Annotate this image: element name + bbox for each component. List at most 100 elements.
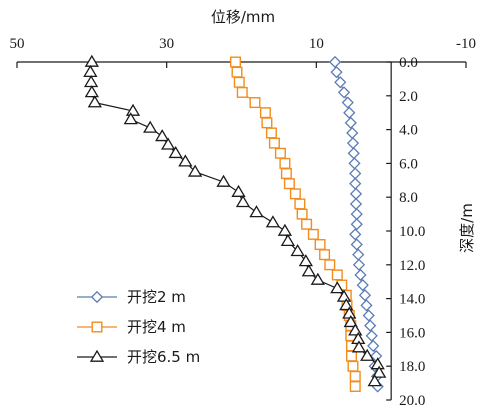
series-0-point-28 <box>367 339 380 353</box>
plot-area: 50 30 10 -10 0.0 2.0 4.0 6.0 8.0 10.0 12.0 14.0 16.0… <box>10 36 477 409</box>
series-0-point-25 <box>362 309 375 322</box>
series-2-point-9 <box>161 137 176 150</box>
series-2-point-18 <box>277 223 293 236</box>
legend-label-0: 开挖2 m <box>127 288 186 306</box>
series-1-point-16 <box>301 218 313 230</box>
series-2-point-8 <box>155 129 170 142</box>
series-0-point-23 <box>358 289 372 302</box>
x-tick-label-1: 30 <box>159 36 174 52</box>
x-tick-label-0: 50 <box>10 36 25 52</box>
series-0-point-27 <box>365 329 378 342</box>
series-2-point-34 <box>372 365 387 378</box>
series-1-point-32 <box>349 380 361 392</box>
series-2-point-20 <box>290 243 305 257</box>
series-1-point-15 <box>296 208 308 220</box>
series-2-point-1 <box>83 64 98 77</box>
legend-label-1: 开挖4 m <box>127 318 186 336</box>
series-1-point-9 <box>274 147 286 159</box>
series-0-point-22 <box>356 278 369 292</box>
series-0-point-18 <box>350 238 363 251</box>
series-2-point-28 <box>343 314 358 328</box>
series-line-1 <box>234 61 356 387</box>
series-2-point-23 <box>310 272 325 285</box>
series-1-point-18 <box>314 239 326 251</box>
series-0-point-7 <box>346 126 359 140</box>
y-tick-label-8: 16.0 <box>399 325 425 341</box>
y-tick-label-7: 14.0 <box>399 292 425 308</box>
series-1-point-7 <box>265 127 277 139</box>
series-1-point-12 <box>283 178 295 190</box>
series-0-point-14 <box>349 197 363 211</box>
series-2-point-4 <box>87 95 102 108</box>
y-axis-title: 深度/m <box>458 203 476 253</box>
series-1-point-29 <box>346 350 358 362</box>
series-1-point-31 <box>349 370 361 382</box>
series-2-point-32 <box>360 348 375 361</box>
series-1-point-17 <box>307 228 319 240</box>
series-1-point-30 <box>347 360 359 372</box>
series-0-point-4 <box>341 96 354 109</box>
series-0 <box>328 55 384 393</box>
series-1-point-19 <box>319 249 331 261</box>
legend-entry-0: 开挖2 m <box>77 288 186 306</box>
series-0-point-8 <box>346 137 360 150</box>
series-2-point-25 <box>336 289 352 302</box>
legend-marker-2 <box>89 349 105 362</box>
series-0-point-26 <box>364 319 377 332</box>
series-1-point-8 <box>268 137 280 149</box>
y-tick-label-10: 20.0 <box>399 393 425 409</box>
series-0-point-20 <box>352 258 366 271</box>
series-1 <box>230 56 361 392</box>
series-1-point-3 <box>236 86 248 98</box>
y-tick-label-0: 0.0 <box>399 55 418 71</box>
x-tick-label-3: -10 <box>456 36 476 52</box>
series-2-point-35 <box>367 374 382 387</box>
series-1-point-6 <box>261 117 273 129</box>
series-2-point-24 <box>330 281 345 294</box>
series-2-point-15 <box>235 194 251 208</box>
series-2-point-6 <box>123 112 138 125</box>
legend-marker-1 <box>91 321 103 333</box>
series-0-point-6 <box>344 116 357 129</box>
x-tick-label-2: 10 <box>309 36 324 52</box>
series-2-point-19 <box>280 233 296 246</box>
series-0-point-21 <box>354 268 367 282</box>
series-0-point-24 <box>360 299 373 312</box>
series-2-point-2 <box>83 74 99 88</box>
series-0-point-12 <box>349 177 362 190</box>
y-tick-label-9: 18.0 <box>399 359 425 375</box>
x-axis-title: 位移/mm <box>211 8 275 26</box>
legend-entry-1: 开挖4 m <box>77 318 186 336</box>
series-2-point-12 <box>187 164 203 177</box>
y-tick-label-3: 6.0 <box>399 156 418 172</box>
legend-marker-shape-2 <box>89 349 105 362</box>
series-2-point-16 <box>249 205 264 218</box>
series-0-point-11 <box>349 167 362 180</box>
series-0-point-10 <box>348 157 361 170</box>
series-0-point-15 <box>350 207 363 221</box>
series-2-point-7 <box>143 120 158 133</box>
series-0-point-2 <box>334 76 347 89</box>
series-1-point-11 <box>280 168 292 180</box>
series-1-point-10 <box>279 157 291 169</box>
y-tick-label-5: 10.0 <box>399 224 425 240</box>
series-0-point-16 <box>350 218 363 231</box>
legend-marker-shape-1 <box>91 321 103 333</box>
series-1-point-0 <box>230 56 242 68</box>
series-2-point-13 <box>216 174 231 187</box>
series-2-point-11 <box>178 154 193 167</box>
y-tick-label-1: 2.0 <box>399 89 418 105</box>
y-tick-label-6: 12.0 <box>399 258 425 274</box>
legend-marker-0 <box>90 290 104 304</box>
series-0-point-19 <box>352 248 365 261</box>
series-1-point-1 <box>231 66 243 78</box>
series-1-point-5 <box>259 107 271 119</box>
series-2-point-31 <box>351 340 367 353</box>
y-tick-label-4: 8.0 <box>399 190 418 206</box>
series-0-point-0 <box>328 55 342 69</box>
series-0-point-5 <box>343 106 356 119</box>
series-2-point-10 <box>168 145 183 159</box>
series-2 <box>83 54 387 387</box>
legend-entry-2: 开挖6.5 m <box>77 348 200 366</box>
